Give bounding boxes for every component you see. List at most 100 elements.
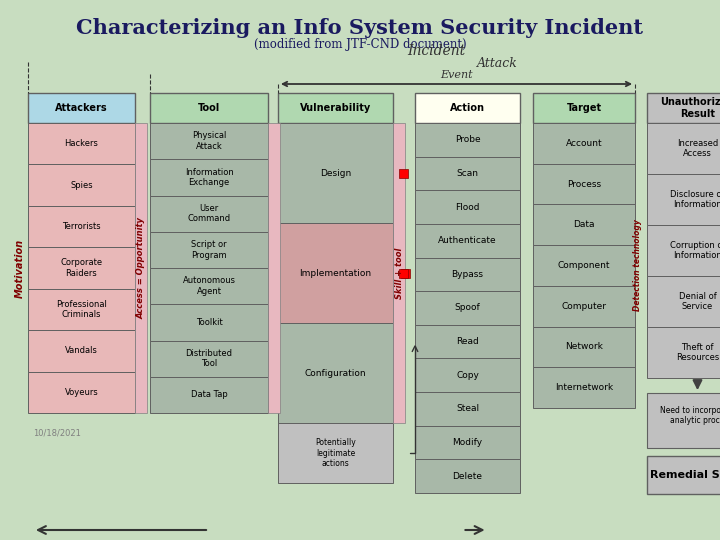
Text: Copy: Copy: [456, 371, 479, 380]
Bar: [533, 327, 635, 367]
Bar: [150, 268, 268, 304]
Text: Toolkit: Toolkit: [196, 318, 222, 327]
Bar: [533, 205, 635, 245]
Text: Implementation: Implementation: [300, 268, 372, 278]
Text: Terrorists: Terrorists: [62, 222, 101, 231]
Bar: [150, 93, 268, 123]
Text: Need to incorporate an understanding of the
analytic process that initiates resp: Need to incorporate an understanding of …: [660, 406, 720, 435]
Text: Denial of
Service: Denial of Service: [679, 292, 716, 311]
Text: Attackers: Attackers: [55, 103, 108, 113]
Text: Increased
Access: Increased Access: [677, 139, 718, 158]
Bar: [150, 304, 268, 341]
Bar: [415, 392, 520, 426]
Bar: [28, 93, 135, 123]
Text: Tool: Tool: [198, 103, 220, 113]
Bar: [28, 206, 135, 247]
Bar: [533, 286, 635, 327]
Text: Data Tap: Data Tap: [191, 390, 228, 400]
Bar: [415, 157, 520, 190]
Bar: [393, 123, 405, 423]
Bar: [400, 268, 410, 278]
Text: Design: Design: [320, 168, 351, 178]
Text: Unauthorized
Result: Unauthorized Result: [660, 97, 720, 119]
Bar: [647, 327, 720, 378]
Text: Detection technology: Detection technology: [632, 220, 642, 312]
Text: Attack: Attack: [477, 57, 518, 70]
Bar: [398, 169, 408, 178]
Text: Voyeurs: Voyeurs: [65, 388, 99, 397]
Text: Incident: Incident: [408, 44, 466, 58]
Bar: [28, 289, 135, 330]
Bar: [533, 245, 635, 286]
Bar: [28, 123, 135, 164]
Bar: [533, 123, 635, 164]
Bar: [28, 330, 135, 372]
Bar: [415, 426, 520, 460]
Text: Vulnerability: Vulnerability: [300, 103, 371, 113]
Bar: [647, 123, 720, 174]
Text: Read: Read: [456, 337, 479, 346]
Bar: [278, 93, 393, 123]
Bar: [415, 224, 520, 258]
Text: Autonomous
Agent: Autonomous Agent: [182, 276, 235, 296]
Text: Physical
Attack: Physical Attack: [192, 131, 226, 151]
Bar: [278, 123, 393, 223]
Bar: [278, 423, 393, 483]
Bar: [150, 159, 268, 195]
Bar: [278, 323, 393, 423]
Text: Configuration: Configuration: [305, 368, 366, 377]
Text: Information
Exchange: Information Exchange: [184, 168, 233, 187]
Text: Distributed
Tool: Distributed Tool: [186, 349, 233, 368]
Bar: [415, 190, 520, 224]
Bar: [415, 93, 520, 123]
Bar: [415, 123, 520, 157]
Bar: [28, 164, 135, 206]
Text: Remedial Security Engineering: Remedial Security Engineering: [650, 470, 720, 480]
Bar: [278, 223, 393, 323]
Bar: [415, 291, 520, 325]
Bar: [533, 93, 635, 123]
Bar: [150, 232, 268, 268]
Text: Steal: Steal: [456, 404, 479, 414]
Bar: [415, 460, 520, 493]
Text: Delete: Delete: [452, 471, 482, 481]
Bar: [533, 367, 635, 408]
Text: Bypass: Bypass: [451, 270, 484, 279]
Bar: [398, 268, 408, 278]
Text: Computer: Computer: [562, 302, 606, 310]
Text: Spies: Spies: [70, 181, 93, 190]
Text: Skill + tool: Skill + tool: [395, 247, 403, 299]
Bar: [647, 225, 720, 276]
Text: 10/18/2021: 10/18/2021: [33, 428, 81, 437]
Text: Motivation: Motivation: [15, 238, 25, 298]
Bar: [150, 377, 268, 413]
Bar: [415, 359, 520, 392]
Text: Probe: Probe: [455, 136, 480, 144]
Text: Hackers: Hackers: [65, 139, 99, 148]
Text: Spoof: Spoof: [454, 303, 480, 313]
Text: Process: Process: [567, 180, 601, 188]
Bar: [533, 164, 635, 205]
Text: Event: Event: [440, 70, 473, 80]
Bar: [150, 123, 268, 159]
Text: Internetwork: Internetwork: [555, 383, 613, 392]
Text: Disclosure of
Information: Disclosure of Information: [670, 190, 720, 209]
Bar: [268, 123, 280, 413]
Bar: [150, 341, 268, 377]
Text: User
Command: User Command: [187, 204, 230, 224]
Bar: [415, 258, 520, 291]
Bar: [647, 456, 720, 494]
Text: Access = Opportunity: Access = Opportunity: [137, 217, 145, 319]
Text: Modify: Modify: [452, 438, 482, 447]
Text: Component: Component: [558, 261, 611, 270]
Text: Vandals: Vandals: [65, 346, 98, 355]
Text: Potentially
legitimate
actions: Potentially legitimate actions: [315, 438, 356, 468]
Bar: [28, 372, 135, 413]
Bar: [28, 247, 135, 289]
Text: Scan: Scan: [456, 169, 479, 178]
Text: Flood: Flood: [455, 202, 480, 212]
Text: Corporate
Raiders: Corporate Raiders: [60, 258, 102, 278]
Bar: [415, 325, 520, 359]
Text: Data: Data: [573, 220, 595, 230]
Text: Script or
Program: Script or Program: [192, 240, 227, 260]
